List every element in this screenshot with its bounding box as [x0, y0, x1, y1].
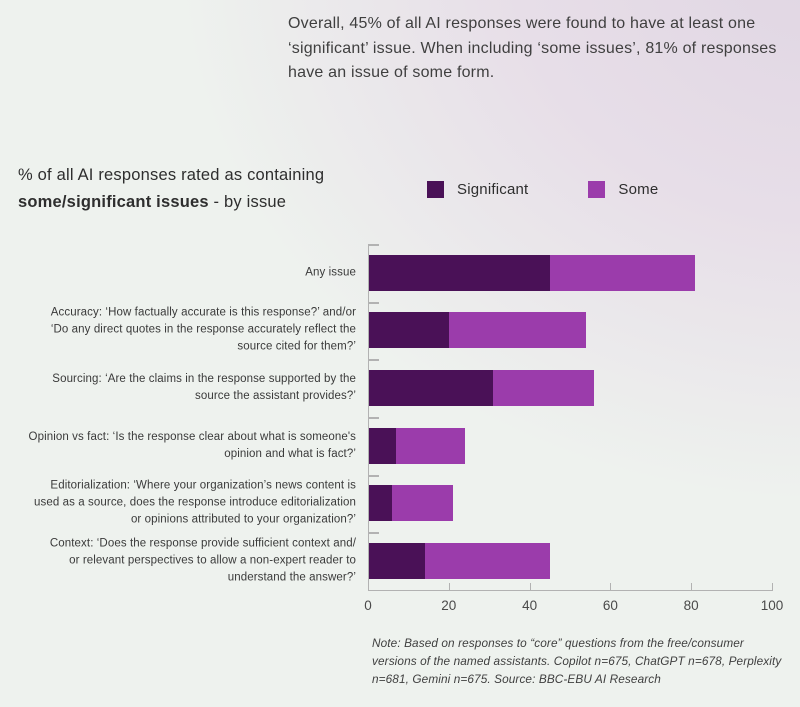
legend-swatch-significant [427, 181, 444, 198]
bar-track [368, 543, 550, 580]
category-label: Opinion vs fact: ‘Is the response clear … [28, 430, 356, 460]
x-axis-tick-label: 0 [364, 598, 372, 613]
legend-item-some: Some [588, 181, 658, 198]
category-tick [368, 244, 379, 246]
category-tick [368, 417, 379, 419]
category-label: Accuracy: ‘How factually accurate is thi… [50, 306, 356, 353]
x-axis-tick-label: 60 [602, 598, 618, 613]
category-label: Context: ‘Does the response provide suff… [49, 537, 356, 584]
bar-segment-significant [368, 427, 397, 464]
category-tick [368, 474, 379, 477]
bar-track [368, 254, 696, 291]
chart-row: Opinion vs fact: ‘Is the response clear … [0, 417, 800, 475]
category-label: Sourcing: ‘Are the claims in the respons… [52, 373, 356, 403]
bar-track [368, 485, 453, 522]
bar-segment-some [392, 485, 453, 522]
x-axis-tick-label: 40 [522, 598, 538, 613]
bar-segment-some [493, 370, 595, 407]
x-axis-line [368, 590, 773, 591]
legend-label: Some [618, 181, 659, 198]
legend: Significant Some [427, 181, 658, 198]
bar-segment-some [549, 254, 696, 291]
x-axis-tick-label: 80 [683, 598, 699, 613]
bar-segment-significant [368, 370, 494, 407]
legend-swatch-some [588, 181, 606, 198]
chart-title-line1: % of all AI responses rated as containin… [18, 166, 325, 184]
x-axis-tick [448, 583, 450, 590]
bar-segment-some [396, 427, 465, 464]
chart-title-bold: some/significant issues [18, 193, 209, 211]
chart-row: Sourcing: ‘Are the claims in the respons… [0, 359, 800, 417]
bar-segment-significant [368, 254, 550, 291]
chart-title-suffix: - by issue [208, 193, 287, 211]
bar-segment-some [448, 312, 587, 349]
chart-title: % of all AI responses rated as containin… [18, 162, 418, 216]
source-note: Note: Based on responses to “core” quest… [372, 636, 782, 686]
stacked-bar-chart: Any issue Accuracy: ‘How factually accura… [0, 244, 800, 613]
chart-row: Accuracy: ‘How factually accurate is thi… [0, 302, 800, 360]
bar-segment-significant [368, 312, 449, 349]
x-axis-tick [610, 583, 612, 590]
x-axis-tick-label: 20 [441, 598, 457, 613]
y-axis-line [368, 244, 369, 590]
x-axis-tick-label: 100 [760, 598, 784, 613]
chart-row: Any issue [0, 244, 800, 302]
bar-track [368, 427, 465, 464]
category-tick [368, 301, 379, 304]
bar-segment-significant [368, 543, 425, 580]
bar-track [368, 370, 595, 407]
chart-row: Context: ‘Does the response provide suff… [0, 532, 800, 590]
x-axis-tick [529, 583, 531, 590]
bar-segment-some [424, 543, 550, 580]
bar-segment-significant [368, 485, 393, 522]
x-axis-tick [691, 583, 693, 590]
legend-item-significant: Significant [427, 181, 528, 198]
category-label: Any issue [305, 266, 356, 279]
bar-track [368, 312, 587, 349]
category-tick [368, 532, 379, 535]
category-tick [368, 359, 379, 362]
category-label: Editorialization: ‘Where your organizati… [33, 479, 356, 526]
intro-paragraph: Overall, 45% of all AI responses were fo… [288, 15, 777, 81]
legend-label: Significant [457, 181, 529, 198]
x-axis-tick [772, 583, 773, 590]
chart-row: Editorialization: ‘Where your organizati… [0, 475, 800, 533]
